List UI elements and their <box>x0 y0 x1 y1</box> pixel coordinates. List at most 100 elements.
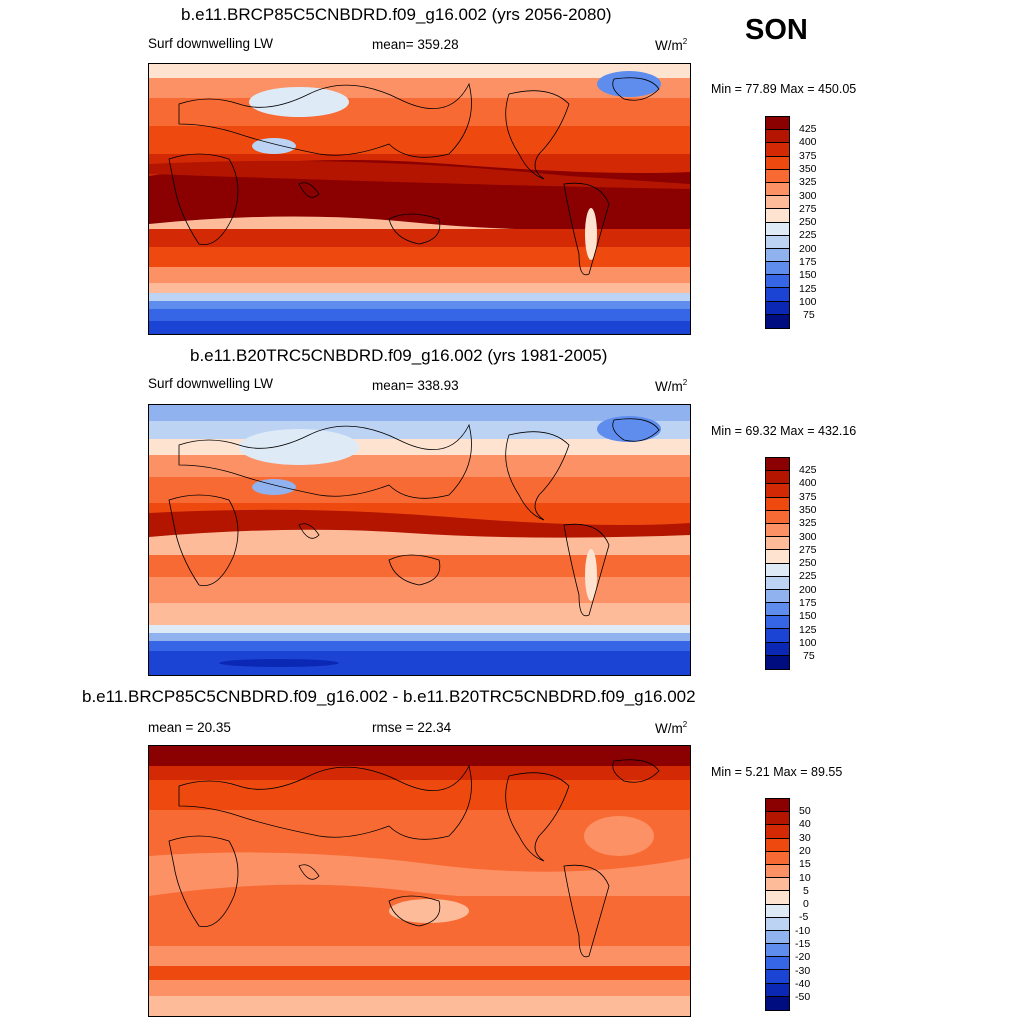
panel-3-units: W/m2 <box>655 720 688 736</box>
panel-2-colorbar-tick: 375 <box>799 491 817 503</box>
panel-2-title: b.e11.B20TRC5CNBDRD.f09_g16.002 (yrs 198… <box>190 346 608 365</box>
panel-3-colorbar-tick: -50 <box>795 991 811 1003</box>
panel-3-colorbar-swatch <box>766 944 789 958</box>
panel-2-colorbar-tick: 75 <box>803 650 815 662</box>
panel-3-colorbar-swatch <box>766 851 789 865</box>
panel-1-colorbar-swatch <box>766 117 789 131</box>
panel-1-minmax: Min = 77.89 Max = 450.05 <box>711 82 857 96</box>
panel-2-colorbar-swatch <box>766 576 789 590</box>
panel-2-colorbar-tick: 250 <box>799 557 817 569</box>
panel-2-minmax: Min = 69.32 Max = 432.16 <box>711 424 857 438</box>
panel-1-colorbar-swatch <box>766 169 789 183</box>
panel-2-colorbar <box>765 457 790 670</box>
panel-2-map <box>148 404 691 676</box>
panel-3-colorbar-tick: 5 <box>803 885 809 897</box>
panel-3-colorbar-swatch <box>766 878 789 892</box>
panel-1-title: b.e11.BRCP85C5CNBDRD.f09_g16.002 (yrs 20… <box>181 5 612 24</box>
panel-2-colorbar-swatch <box>766 537 789 551</box>
panel-2-map-svg <box>149 405 690 675</box>
panel-1-colorbar-tick: 125 <box>799 283 817 295</box>
panel-1-colorbar-tick: 250 <box>799 216 817 228</box>
panel-1-colorbar-swatch <box>766 301 789 315</box>
panel-3-colorbar-swatch <box>766 864 789 879</box>
panel-3-colorbar-swatch <box>766 983 789 997</box>
panel-2-colorbar-swatch <box>766 471 789 485</box>
panel-3-minmax: Min = 5.21 Max = 89.55 <box>711 765 843 779</box>
panel-2-colorbar-tick: 225 <box>799 570 817 582</box>
panel-3-colorbar-swatch <box>766 799 789 813</box>
panel-2-mean: mean= 338.93 <box>372 378 459 393</box>
panel-3-colorbar-tick: 15 <box>799 858 811 870</box>
panel-2-colorbar-swatch <box>766 603 789 617</box>
panel-1-map <box>148 63 691 335</box>
panel-2-colorbar-tick: 425 <box>799 464 817 476</box>
panel-2-colorbar-tick: 175 <box>799 597 817 609</box>
panel-2-colorbar-tick: 275 <box>799 544 817 556</box>
panel-3-colorbar-tick: 30 <box>799 832 811 844</box>
panel-2-colorbar-swatch <box>766 616 789 630</box>
panel-2-colorbar-tick: 300 <box>799 531 817 543</box>
panel-1-colorbar-tick: 350 <box>799 163 817 175</box>
panel-2-colorbar-tick: 400 <box>799 477 817 489</box>
panel-1-colorbar-swatch <box>766 314 789 328</box>
panel-3-colorbar-tick: 40 <box>799 818 811 830</box>
panel-3-colorbar-swatch <box>766 996 789 1010</box>
panel-1-units: W/m2 <box>655 37 688 53</box>
panel-3-colorbar-tick: -40 <box>795 978 811 990</box>
panel-3-colorbar-tick: 10 <box>799 872 811 884</box>
panel-1-map-svg <box>149 64 690 334</box>
panel-3-colorbar-tick: -20 <box>795 951 811 963</box>
panel-1-colorbar-tick: 225 <box>799 229 817 241</box>
panel-2-colorbar-tick: 125 <box>799 624 817 636</box>
panel-1-colorbar-swatch <box>766 235 789 249</box>
panel-3-title: b.e11.BRCP85C5CNBDRD.f09_g16.002 - b.e11… <box>82 687 696 706</box>
panel-3-mean: mean = 20.35 <box>148 720 231 735</box>
panel-2-colorbar-swatch <box>766 550 789 564</box>
panel-3-colorbar <box>765 798 790 1011</box>
panel-3-colorbar-tick: -30 <box>795 965 811 977</box>
panel-2-colorbar-swatch <box>766 589 789 604</box>
panel-1-colorbar-swatch <box>766 156 789 170</box>
panel-1-colorbar-tick: 300 <box>799 190 817 202</box>
panel-2-units: W/m2 <box>655 378 688 394</box>
panel-2-variable: Surf downwelling LW <box>148 376 274 391</box>
panel-3-colorbar-tick: -10 <box>795 925 811 937</box>
panel-2-colorbar-swatch <box>766 642 789 656</box>
panel-1-colorbar-swatch <box>766 143 789 157</box>
panel-3-colorbar-swatch <box>766 957 789 971</box>
panel-3-colorbar-swatch <box>766 904 789 918</box>
panel-1-colorbar <box>765 116 790 329</box>
panel-2-colorbar-tick: 200 <box>799 584 817 596</box>
panel-1-colorbar-swatch <box>766 130 789 144</box>
panel-1-colorbar-tick: 400 <box>799 136 817 148</box>
panel-2-colorbar-tick: 325 <box>799 517 817 529</box>
panel-3-colorbar-swatch <box>766 970 789 984</box>
panel-1-colorbar-tick: 200 <box>799 243 817 255</box>
panel-3-colorbar-tick: 0 <box>803 898 809 910</box>
panel-3-colorbar-tick: -15 <box>795 938 811 950</box>
panel-2-colorbar-swatch <box>766 523 789 538</box>
panel-2-colorbar-swatch <box>766 484 789 498</box>
panel-2-colorbar-tick: 100 <box>799 637 817 649</box>
panel-1-colorbar-swatch <box>766 262 789 276</box>
panel-2-colorbar-swatch <box>766 629 789 643</box>
panel-2-colorbar-tick: 350 <box>799 504 817 516</box>
panel-1-colorbar-tick: 425 <box>799 123 817 135</box>
panel-1-colorbar-swatch <box>766 182 789 197</box>
panel-1-colorbar-tick: 275 <box>799 203 817 215</box>
panel-1-colorbar-tick: 100 <box>799 296 817 308</box>
panel-2-colorbar-swatch <box>766 510 789 524</box>
panel-3-colorbar-swatch <box>766 812 789 826</box>
panel-2-colorbar-swatch <box>766 655 789 669</box>
panel-2-colorbar-swatch <box>766 458 789 472</box>
panel-2-colorbar-swatch <box>766 497 789 511</box>
panel-1-colorbar-tick: 150 <box>799 269 817 281</box>
panel-3-colorbar-tick: 20 <box>799 845 811 857</box>
panel-1-colorbar-swatch <box>766 196 789 210</box>
panel-1-colorbar-swatch <box>766 248 789 263</box>
panel-1-colorbar-tick: 175 <box>799 256 817 268</box>
panel-2-colorbar-tick: 150 <box>799 610 817 622</box>
panel-1-variable: Surf downwelling LW <box>148 36 274 51</box>
panel-3-map-svg <box>149 746 690 1016</box>
panel-1-colorbar-swatch <box>766 209 789 223</box>
